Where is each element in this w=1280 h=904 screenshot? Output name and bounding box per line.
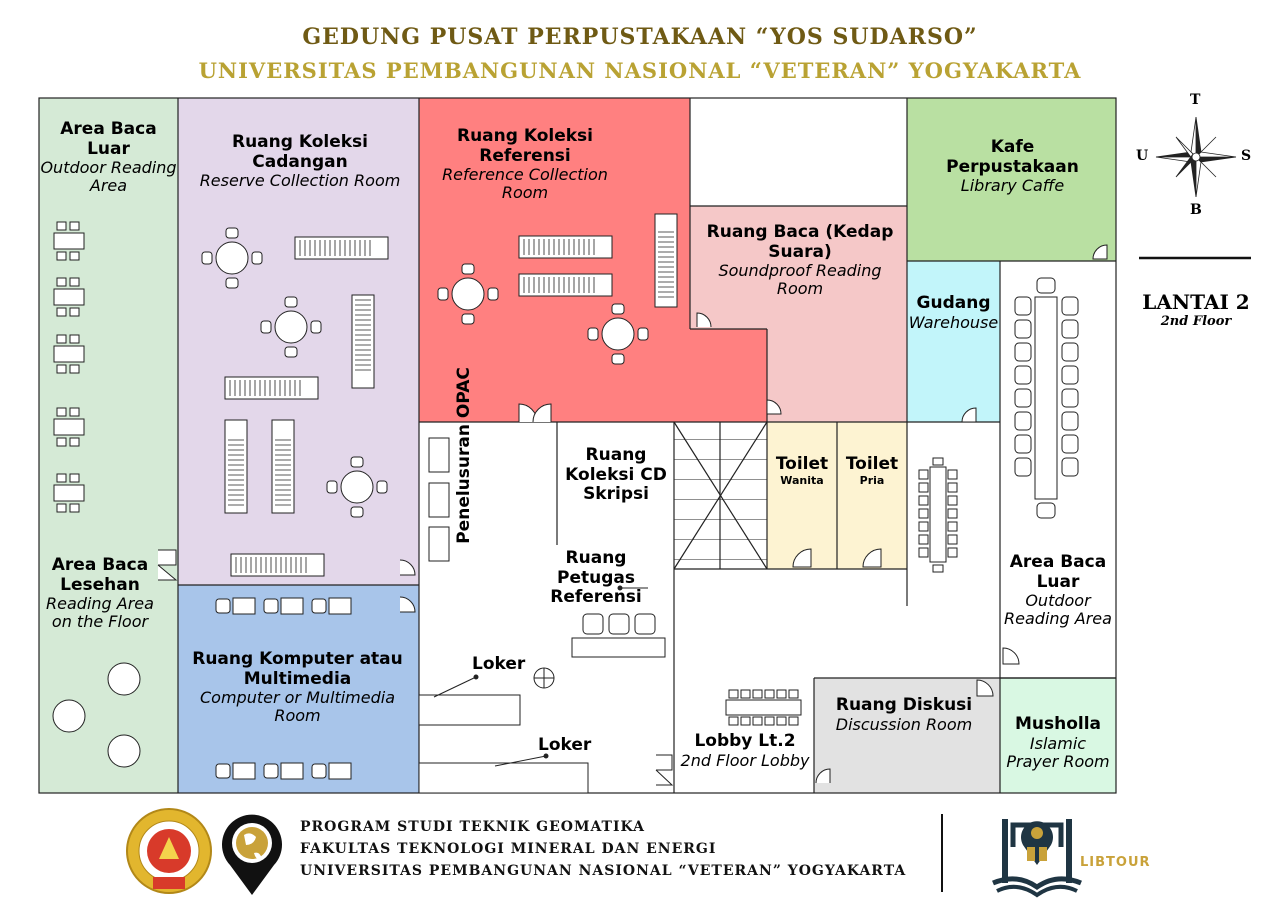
area-toilet-pria xyxy=(837,422,907,569)
room-name: Ruang Baca (Kedap Suara) xyxy=(706,222,894,262)
room-cd-skripsi: Ruang Koleksi CD Skripsi xyxy=(562,445,670,505)
map-title: GEDUNG PUSAT PERPUSTAKAAN “YOS SUDARSO” xyxy=(302,24,978,50)
outdoor-left-tables xyxy=(52,221,141,768)
room-sub: Pria xyxy=(859,473,885,487)
room-lobby: Lobby Lt.2 2nd Floor Lobby xyxy=(680,731,810,770)
round-tables xyxy=(201,227,649,518)
area-toilet-wanita xyxy=(767,422,837,569)
area-reference-annex xyxy=(690,329,767,422)
room-name: Ruang Koleksi Cadangan xyxy=(231,132,369,172)
room-name-en: Soundproof Reading Room xyxy=(718,261,882,299)
compass-north: T xyxy=(1190,92,1201,108)
room-cafe: Kafe Perpustakaan Library Caffe xyxy=(930,137,1095,196)
area-soundproof xyxy=(690,206,907,329)
room-name: Kafe Perpustakaan xyxy=(946,137,1079,177)
long-tables xyxy=(725,277,1079,726)
label-leaders xyxy=(433,585,648,767)
compass-east: S xyxy=(1241,148,1252,164)
room-name: Toilet xyxy=(845,454,899,474)
compass-rose xyxy=(1155,116,1237,198)
footer-line: FAKULTAS TEKNOLOGI MINERAL DAN ENERGI xyxy=(300,841,717,857)
footer-text: PROGRAM STUDI TEKNIK GEOMATIKA FAKULTAS … xyxy=(300,816,906,882)
room-computer: Ruang Komputer atau Multimedia Computer … xyxy=(185,649,410,726)
room-name-en: Computer or Multimedia Room xyxy=(199,688,396,726)
doors xyxy=(157,244,1108,786)
room-reference-collection: Ruang Koleksi Referensi Reference Collec… xyxy=(440,126,610,203)
room-name-en: Warehouse xyxy=(908,312,999,332)
area-soundproof-annex xyxy=(767,329,907,422)
unpad-seal-logo xyxy=(126,808,212,894)
libtour-wordmark: LIBTOUR xyxy=(1080,855,1151,870)
room-name-en: Islamic Prayer Room xyxy=(1006,733,1110,771)
room-name: Toilet xyxy=(775,454,829,474)
compass-south: B xyxy=(1190,202,1202,218)
room-toilet-wanita: Toilet Wanita xyxy=(767,454,837,487)
room-name-en: Reserve Collection Room xyxy=(199,171,401,191)
room-toilet-pria: Toilet Pria xyxy=(837,454,907,487)
footer-line: UNIVERSITAS PEMBANGUNAN NASIONAL “VETERA… xyxy=(300,863,907,879)
room-discussion: Ruang Diskusi Discussion Room xyxy=(830,695,978,734)
computer-desks xyxy=(215,597,352,780)
room-name-en: Reading Area on the Floor xyxy=(46,594,154,632)
area-cafe xyxy=(907,98,1116,261)
floor-label: LANTAI 2 2nd Floor xyxy=(1128,290,1264,329)
room-name: Ruang Koleksi Referensi xyxy=(456,126,594,166)
room-name-en: 2nd Floor Lobby xyxy=(680,750,810,770)
room-opac: Penelusuran OPAC xyxy=(454,367,475,544)
room-reserve-collection: Ruang Koleksi Cadangan Reserve Collectio… xyxy=(195,132,405,191)
room-warehouse: Gudang Warehouse xyxy=(907,293,1000,332)
room-name: Area Baca Lesehan xyxy=(51,555,149,595)
room-outdoor-left: Area Baca Luar Outdoor Reading Area xyxy=(40,119,177,196)
area-discussion xyxy=(814,678,1000,793)
area-musholla xyxy=(1000,678,1116,793)
floor-name-en: 2nd Floor xyxy=(1160,314,1232,329)
room-sub: Wanita xyxy=(780,473,824,487)
room-name-en: Reference Collection Room xyxy=(442,165,608,203)
locker-label: Loker xyxy=(538,735,592,755)
room-lesehan: Area Baca Lesehan Reading Area on the Fl… xyxy=(40,555,160,632)
opac-lockers-desks xyxy=(418,437,666,794)
floor-name: LANTAI 2 xyxy=(1142,290,1250,314)
compass-west: U xyxy=(1136,148,1149,164)
room-name-en: Library Caffe xyxy=(960,176,1065,196)
locker-label: Loker xyxy=(472,654,526,674)
libtour-logo xyxy=(992,819,1082,898)
room-musholla: Musholla Islamic Prayer Room xyxy=(1002,714,1114,771)
room-name-en: Discussion Room xyxy=(835,714,973,734)
area-warehouse xyxy=(907,261,1000,422)
room-name-en: Outdoor Reading Area xyxy=(40,158,177,196)
area-reference-collection xyxy=(419,98,690,422)
room-name: Lobby Lt.2 xyxy=(694,731,796,751)
room-name: Musholla xyxy=(1014,714,1102,734)
bookshelf-ticks xyxy=(228,231,674,573)
map-subtitle: UNIVERSITAS PEMBANGUNAN NASIONAL “VETERA… xyxy=(198,58,1082,83)
room-name: Area Baca Luar xyxy=(1009,552,1107,592)
room-name: Ruang Diskusi xyxy=(835,695,973,715)
room-name: Gudang xyxy=(916,293,991,313)
room-name: Area Baca Luar xyxy=(60,119,157,159)
room-name: Ruang Petugas Referensi xyxy=(550,548,642,608)
room-soundproof-reading: Ruang Baca (Kedap Suara) Soundproof Read… xyxy=(705,222,895,299)
room-outdoor-right: Area Baca Luar Outdoor Reading Area xyxy=(1002,552,1114,629)
map-pin-logo xyxy=(222,814,282,895)
room-name-en: Outdoor Reading Area xyxy=(1004,591,1112,629)
room-name: Ruang Komputer atau Multimedia xyxy=(192,649,403,689)
room-name: Ruang Koleksi CD Skripsi xyxy=(565,445,667,505)
footer-line: PROGRAM STUDI TEKNIK GEOMATIKA xyxy=(300,819,645,835)
room-petugas-referensi: Ruang Petugas Referensi xyxy=(546,548,646,608)
area-computer-room xyxy=(178,585,419,793)
